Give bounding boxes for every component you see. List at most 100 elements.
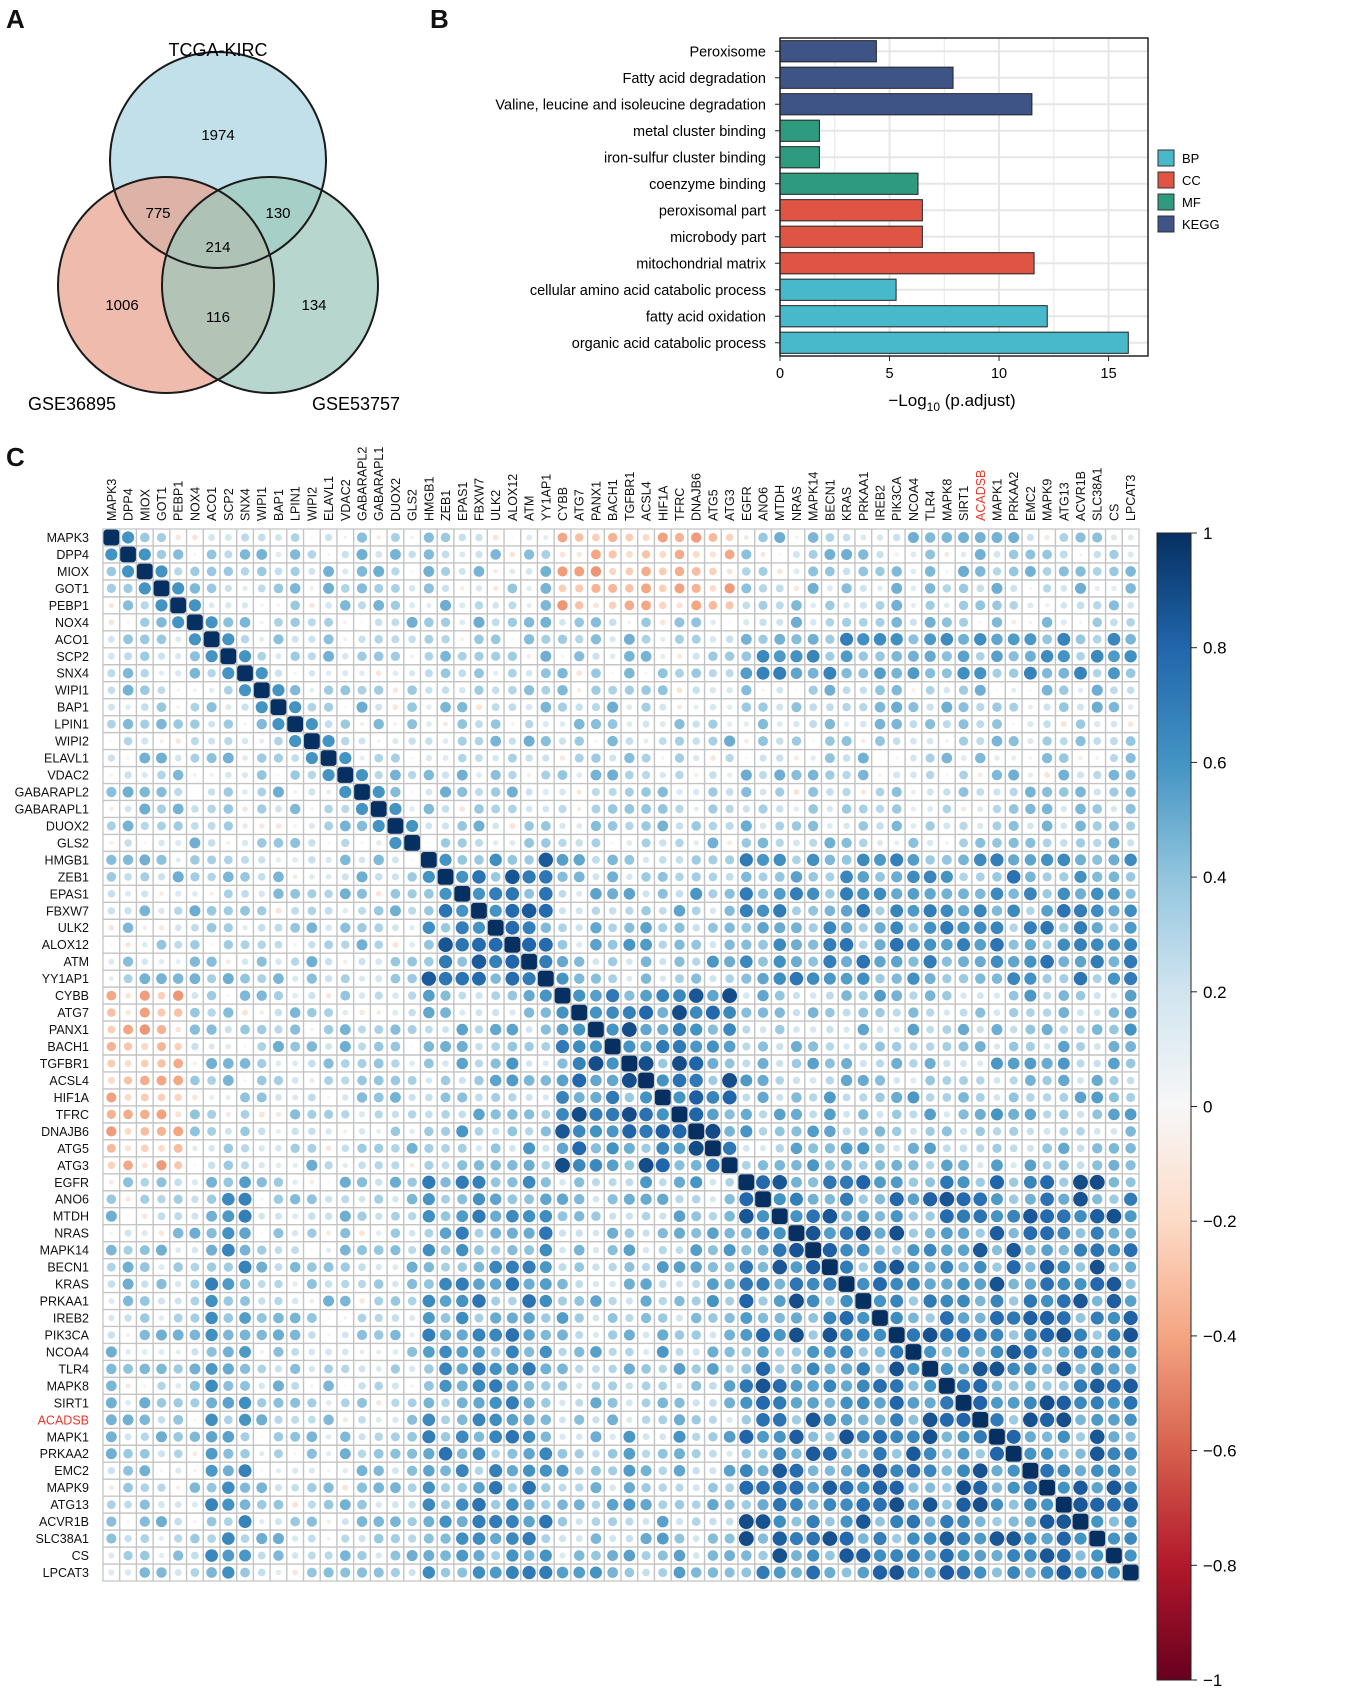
- cell-CYBB-PANX1: [590, 989, 602, 1002]
- cell-BACH1-PANX1: [589, 1040, 603, 1053]
- cell-TLR4-BAP1: [274, 1365, 283, 1373]
- cell-HIF1A-MAPK1: [993, 1094, 1001, 1101]
- cell-ULK2-MAPK14: [808, 923, 818, 933]
- cell-TFRC-TGFBR1: [621, 1106, 637, 1122]
- cell-GABARAPL1-CS: [1110, 805, 1118, 813]
- cell-DNAJB6-HMGB1: [424, 1126, 434, 1137]
- cell-ATG13-ATG7: [573, 1499, 585, 1511]
- cell-ATG7-SNX4: [242, 1009, 248, 1016]
- cell-BECN1-ATG7: [574, 1262, 585, 1272]
- cell-ACSL4-BECN1: [825, 1076, 835, 1085]
- cell-NOX4-LPCAT3: [1126, 617, 1136, 627]
- cell-ACO1-MAPK9: [1042, 634, 1053, 645]
- cell-MAPK9-NCOA4: [908, 1482, 919, 1493]
- cell-GABARAPL1-LPCAT3: [1125, 803, 1136, 815]
- cell-EMC2-ATG7: [574, 1466, 584, 1476]
- cell-KRAS-MAPK8: [941, 1278, 953, 1290]
- cell-YY1AP1-KRAS: [840, 972, 853, 985]
- cell-GABARAPL2-ACSL4: [641, 787, 651, 797]
- cell-HIF1A-NOX4: [192, 1094, 198, 1101]
- venn-set-label: GSE53757: [312, 394, 400, 414]
- cell-MTDH-GLS2: [407, 1211, 417, 1221]
- cell-GLS2-EMC2: [1025, 837, 1036, 849]
- cell-GLS2-BECN1: [824, 837, 836, 849]
- cell-MIOX-IREB2: [875, 566, 885, 577]
- cell-ALOX12-TFRC: [674, 939, 685, 950]
- cell-TFRC-DUOX2: [391, 1110, 400, 1119]
- cell-MAPK1-NCOA4: [907, 1430, 920, 1444]
- cell-LPCAT3-TGFBR1: [624, 1567, 635, 1578]
- cell-DPP4-PEBP1: [173, 549, 184, 560]
- cell-MAPK14-ELAVL1: [325, 1247, 332, 1253]
- cell-TLR4-ATG13: [1056, 1361, 1072, 1377]
- cell-CS-CS: [1106, 1547, 1122, 1564]
- cell-ATG5-MTDH: [775, 1144, 785, 1153]
- cell-TFRC-MTDH: [773, 1108, 786, 1121]
- cell-EPAS1-ULK2: [489, 887, 503, 901]
- col-label-emc2: EMC2: [1024, 486, 1038, 521]
- cell-WIPI1-MAPK3: [107, 686, 116, 695]
- cell-MAPK14-SNX4: [239, 1244, 251, 1256]
- cell-GLS2-ATG3: [727, 840, 733, 846]
- cell-MAPK1-HMGB1: [422, 1430, 436, 1444]
- cell-TLR4-EMC2: [1024, 1362, 1037, 1376]
- cell-NOX4-MAPK9: [1041, 617, 1053, 628]
- cell-TFRC-NRAS: [790, 1108, 803, 1120]
- cell-LPIN1-SLC38A1: [1094, 720, 1101, 728]
- cell-LPCAT3-BACH1: [607, 1567, 619, 1578]
- cell-HMGB1-ACSL4: [642, 856, 650, 864]
- cell-NRAS-DUOX2: [390, 1228, 401, 1238]
- cell-ACADSB-MAPK14: [805, 1412, 821, 1428]
- cell-ULK2-NCOA4: [908, 922, 919, 933]
- cell-ELAVL1-GLS2: [410, 756, 414, 760]
- cell-MAPK14-CYBB: [559, 1246, 566, 1254]
- cell-KRAS-WIPI2: [306, 1279, 317, 1290]
- cell-ATM-YY1AP1: [539, 955, 553, 969]
- cell-ACVR1B-VDAC2: [341, 1518, 349, 1526]
- cell-WIPI2-LPCAT3: [1125, 736, 1136, 747]
- cell-PIK3CA-SIRT1: [956, 1327, 971, 1342]
- cell-EMC2-PRKAA2: [1007, 1464, 1020, 1477]
- cell-TFRC-HIF1A: [656, 1108, 669, 1121]
- cell-BECN1-MAPK9: [1039, 1259, 1055, 1275]
- cell-PRKAA1-DNAJB6: [691, 1296, 701, 1306]
- cell-FBXW7-MAPK14: [808, 905, 819, 916]
- cell-MAPK3-WIPI2: [310, 536, 314, 539]
- cell-HMGB1-SLC38A1: [1092, 854, 1103, 865]
- cell-GABARAPL1-EMC2: [1025, 803, 1036, 815]
- cell-CS-TLR4: [924, 1549, 936, 1562]
- cell-PRKAA2-HMGB1: [423, 1448, 435, 1460]
- cell-GOT1-MAPK8: [942, 584, 952, 593]
- cell-LPIN1-HIF1A: [659, 721, 666, 728]
- cell-NOX4-HMGB1: [424, 617, 434, 628]
- cell-NCOA4-KRAS: [840, 1345, 854, 1359]
- cell-YY1AP1-BACH1: [608, 974, 618, 984]
- cell-IREB2-SNX4: [239, 1312, 251, 1324]
- cell-ALOX12-NOX4: [190, 939, 200, 950]
- cell-GABARAPL2-DNAJB6: [692, 788, 700, 796]
- cell-ATG13-EMC2: [1024, 1498, 1037, 1511]
- col-label-dnajb6: DNAJB6: [690, 473, 704, 521]
- cell-SNX4-ACSL4: [644, 671, 648, 675]
- cell-MTDH-ATM: [522, 1210, 536, 1223]
- cell-GABARAPL1-YY1AP1: [542, 805, 550, 813]
- cell-VDAC2-CS: [1108, 769, 1120, 781]
- cell-MAPK3-TGFBR1: [625, 533, 634, 542]
- cell-LPCAT3-PIK3CA: [889, 1565, 905, 1580]
- cell-MAPK14-ANO6: [757, 1244, 769, 1256]
- cell-PRKAA1-ATG3: [725, 1296, 735, 1306]
- cell-LPIN1-ZEB1: [443, 721, 449, 727]
- cell-BACH1-GOT1: [156, 1041, 167, 1052]
- cell-TGFBR1-SCP2: [222, 1058, 234, 1069]
- cell-MAPK9-ACSL4: [641, 1482, 651, 1493]
- cell-ATM-ELAVL1: [324, 957, 333, 966]
- cell-ZEB1-WIPI2: [309, 873, 315, 880]
- cell-ATG7-NCOA4: [908, 1007, 919, 1018]
- col-label-yy1ap1: YY1AP1: [539, 474, 553, 521]
- cell-TGFBR1-MAPK3: [107, 1059, 116, 1068]
- cell-TLR4-GLS2: [408, 1365, 416, 1373]
- cell-CYBB-TLR4: [924, 990, 936, 1001]
- cell-WIPI2-PANX1: [594, 739, 598, 743]
- cell-LPIN1-EMC2: [1027, 721, 1034, 728]
- cell-ULK2-NOX4: [190, 923, 199, 932]
